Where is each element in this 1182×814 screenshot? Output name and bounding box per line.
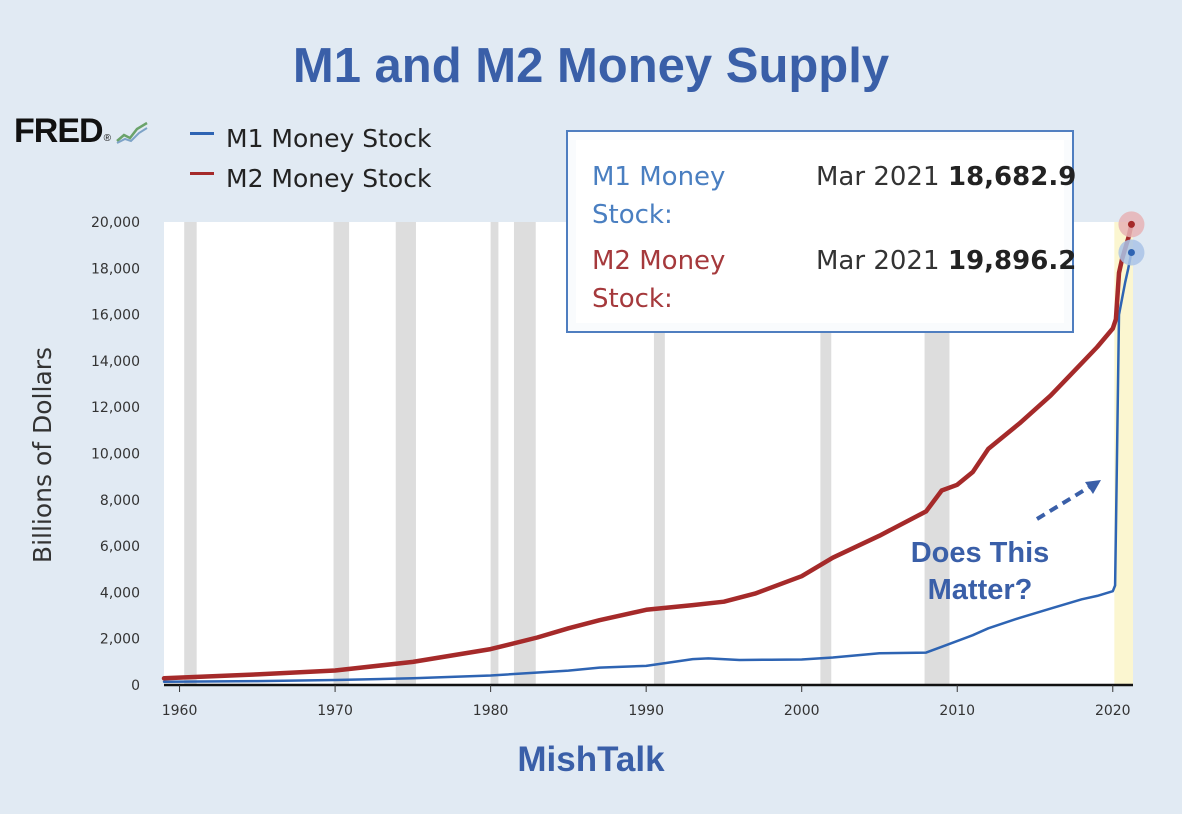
- tooltip-series-name-m1: M1 Money Stock:: [592, 162, 726, 230]
- y-tick-label: 14,000: [91, 354, 140, 370]
- fred-logo[interactable]: FRED ®: [14, 112, 149, 151]
- y-tick-label: 6,000: [100, 539, 140, 555]
- tooltip-value-m2: 19,896.2: [948, 246, 1077, 276]
- y-tick-label: 18,000: [91, 261, 140, 277]
- legend-swatch-m1: [190, 131, 214, 135]
- legend-item-m2[interactable]: M2 Money Stock: [190, 158, 431, 198]
- chart-title: M1 and M2 Money Supply: [292, 39, 890, 93]
- y-axis-ticks: 0 2,000 4,000 6,000 8,000 10,000 12,000 14,000 1…: [91, 215, 140, 694]
- legend-item-m1[interactable]: M1 Money Stock: [190, 118, 431, 158]
- y-tick-label: 16,000: [91, 308, 140, 324]
- fred-sparkline-icon: [114, 118, 149, 145]
- tooltip-series-name-m2: M2 Money Stock:: [592, 246, 726, 314]
- y-tick-label: 12,000: [91, 400, 140, 416]
- recession-band: [513, 222, 536, 685]
- tooltip-date-m2: Mar 2021: [816, 246, 940, 276]
- registered-mark-icon: ®: [103, 133, 111, 144]
- y-tick-label: 8,000: [100, 493, 140, 509]
- y-tick-label: 2,000: [100, 632, 140, 648]
- tooltip-body: M1 Money Stock: Mar 2021 18,682.9 M2 Mon…: [576, 140, 1076, 323]
- fred-logo-text: FRED: [14, 112, 104, 150]
- recession-band: [653, 222, 665, 685]
- chart-legend: M1 Money Stock M2 Money Stock: [190, 118, 431, 198]
- y-tick-label: 20,000: [91, 215, 140, 231]
- legend-label-m1: M1 Money Stock: [226, 123, 432, 153]
- x-tick-label: 2010: [939, 703, 975, 719]
- end-marker-m2: [1127, 220, 1135, 228]
- recession-band: [395, 222, 416, 685]
- annotation-line-2: Matter?: [927, 574, 1033, 606]
- legend-label-m2: M2 Money Stock: [226, 163, 432, 193]
- y-tick-label: 10,000: [91, 447, 140, 463]
- y-tick-label: 0: [131, 678, 140, 694]
- x-tick-label: 2000: [784, 703, 820, 719]
- x-tick-label: 1990: [628, 703, 664, 719]
- legend-swatch-m2: [190, 171, 214, 175]
- tooltip-date-m1: Mar 2021: [816, 162, 940, 192]
- chart-annotation: Does This Matter?: [880, 535, 1080, 609]
- x-tick-label: 1970: [317, 703, 353, 719]
- end-marker-m1: [1127, 248, 1135, 256]
- x-tick-label: 2020: [1095, 703, 1131, 719]
- series-line-m1[interactable]: [162, 251, 1133, 684]
- series-lines: [161, 222, 1134, 684]
- x-tick-label: 1980: [473, 703, 509, 719]
- recession-band: [490, 222, 499, 685]
- y-tick-label: 4,000: [100, 585, 140, 601]
- x-tick-label: 1960: [162, 703, 198, 719]
- x-axis-ticks: 1960 1970 1980 1990 2000 2010 2020: [162, 685, 1131, 719]
- annotation-arrow: [1035, 480, 1101, 521]
- recession-band: [184, 222, 197, 685]
- hover-tooltip: M1 Money Stock: Mar 2021 18,682.9 M2 Mon…: [566, 130, 1076, 333]
- annotation-line-1: Does This: [910, 537, 1050, 569]
- y-axis-label: Billions of Dollars: [28, 347, 57, 563]
- end-markers: [1118, 211, 1145, 266]
- tooltip-value-m1: 18,682.9: [948, 162, 1077, 192]
- footer-source: MishTalk: [517, 740, 665, 779]
- recession-band: [333, 222, 350, 685]
- series-line-m2[interactable]: [161, 222, 1134, 681]
- recession-band: [820, 222, 832, 685]
